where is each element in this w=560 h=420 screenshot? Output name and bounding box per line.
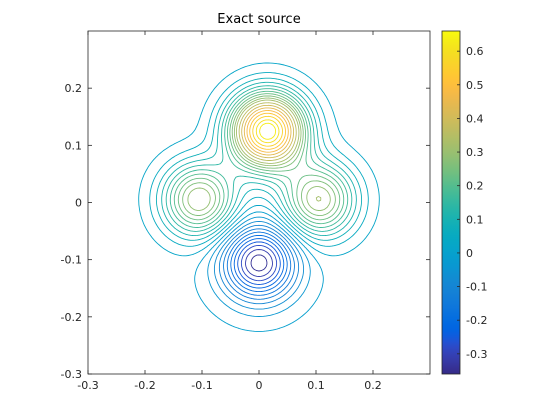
x-tick-label: -0.3: [77, 379, 98, 392]
contour-level-line: [177, 93, 341, 221]
contour-level-line: [165, 85, 353, 232]
contour-level-line: [149, 72, 369, 247]
x-tick-label: 0: [256, 379, 263, 392]
contour-level-line: [241, 104, 295, 159]
contour-level-line: [245, 249, 273, 277]
contour-level-line: [155, 77, 363, 241]
plot-area: -0.3 -0.2 -0.1 0 0.1 0.2 0.2 0.1 0 -0.1 -0.2 -0.3: [61, 30, 431, 392]
contour-level-line: [194, 211, 324, 332]
x-axis: -0.3 -0.2 -0.1 0 0.1 0.2: [77, 31, 382, 392]
contour-level-line: [226, 231, 292, 296]
colorbar-tick-label: 0: [466, 247, 473, 260]
y-tick-label: 0.2: [65, 82, 83, 95]
contour-level-line: [169, 88, 349, 228]
colorbar-tick-label: 0.4: [466, 112, 484, 125]
contour-level-line: [255, 119, 280, 144]
colorbar-ticks: 0.6 0.5 0.4 0.3 0.2 0.1 0 -0.1 -0.2 -0.3: [457, 45, 487, 361]
chart-title: Exact source: [217, 12, 300, 27]
x-tick-label: 0.1: [307, 379, 325, 392]
contour-level-line: [240, 244, 278, 282]
colorbar-tick-label: 0.1: [466, 213, 484, 226]
y-tick-label: -0.3: [61, 368, 82, 381]
contour-level-line: [252, 115, 283, 147]
y-tick-label: -0.2: [61, 311, 82, 324]
contour-level-line: [218, 224, 300, 305]
contour-lines: [138, 62, 380, 332]
contour-level-line: [238, 102, 297, 161]
contour-level-line: [223, 228, 295, 300]
contour-level-line: [207, 216, 311, 317]
contour-level-line: [237, 241, 281, 285]
contour-level-line: [213, 220, 305, 310]
colorbar: 0.6 0.5 0.4 0.3 0.2 0.1 0 -0.1 -0.2 -0.3: [441, 30, 487, 375]
contour-level-line: [246, 110, 289, 153]
colorbar-tick-label: -0.3: [466, 348, 487, 361]
contour-level-line: [187, 97, 331, 211]
contour-level-line: [230, 234, 288, 293]
x-tick-label: -0.1: [191, 379, 212, 392]
contour-level-line: [249, 112, 286, 150]
x-tick-label: -0.2: [134, 379, 155, 392]
contour-level-line: [250, 254, 268, 272]
contour-level-line: [233, 238, 285, 289]
contour-level-line: [236, 99, 322, 202]
y-tick-label: -0.1: [61, 254, 82, 267]
axes-background: [88, 31, 430, 374]
contour-level-line: [138, 62, 380, 257]
contour-level-line: [182, 95, 336, 217]
y-tick-label: 0: [75, 197, 82, 210]
contour-level-line: [161, 81, 357, 237]
colorbar-tick-label: -0.2: [466, 314, 487, 327]
colorbar-tick-label: 0.3: [466, 146, 484, 159]
colorbar-gradient: [441, 30, 461, 375]
x-tick-label: 0.2: [364, 379, 382, 392]
colorbar-tick-label: 0.6: [466, 45, 484, 58]
colorbar-tick-label: -0.1: [466, 281, 487, 294]
y-tick-label: 0.1: [65, 139, 83, 152]
contour-level-line: [259, 122, 277, 140]
contour-level-line: [243, 107, 292, 156]
colorbar-tick-label: 0.2: [466, 180, 484, 193]
contour-level-line: [173, 90, 345, 225]
y-axis: 0.2 0.1 0 -0.1 -0.2 -0.3: [61, 82, 430, 381]
colorbar-tick-label: 0.5: [466, 79, 484, 92]
